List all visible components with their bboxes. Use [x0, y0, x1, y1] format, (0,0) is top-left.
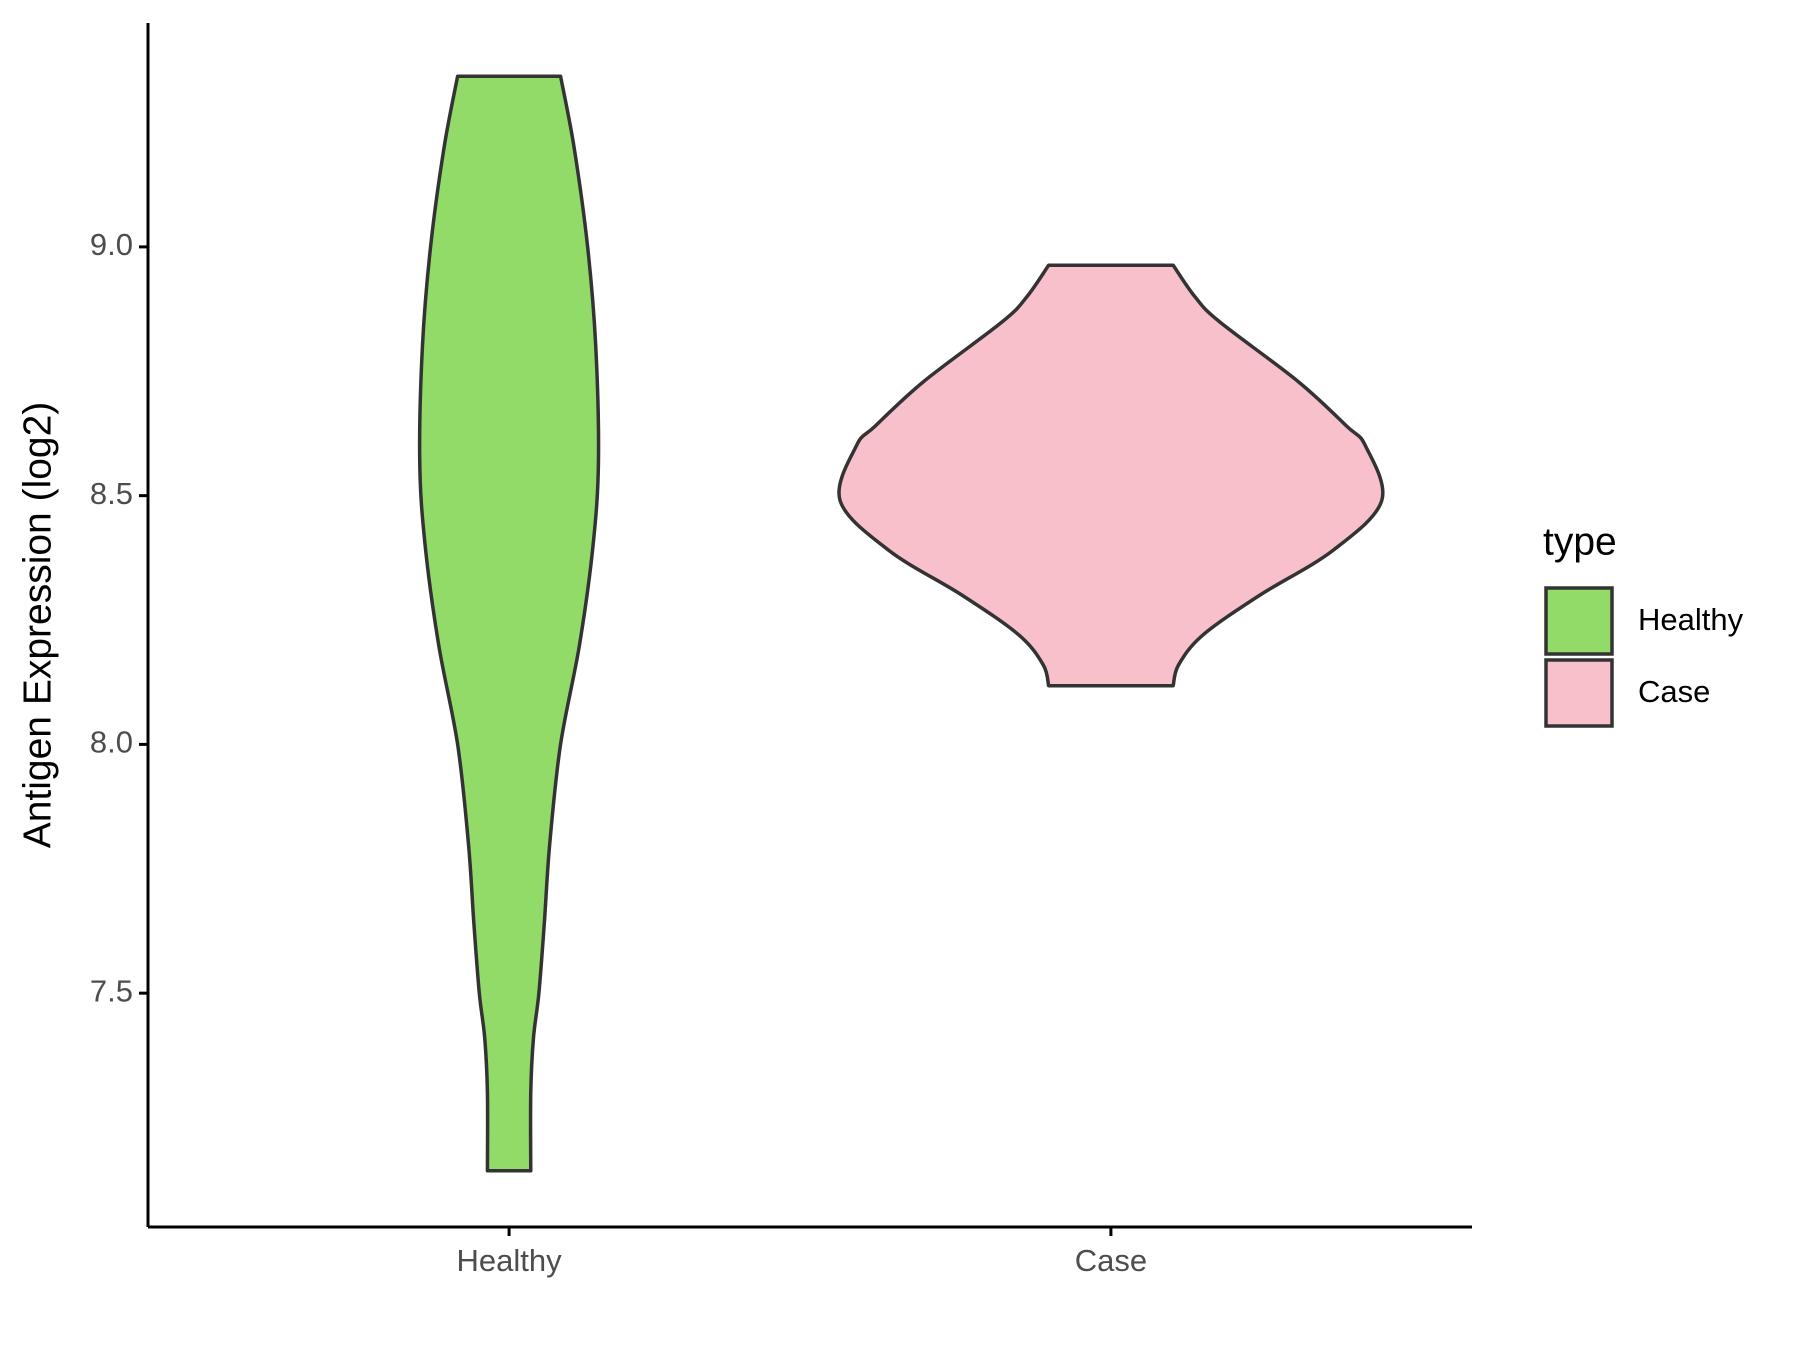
x-tick-label: Case — [1075, 1243, 1147, 1278]
legend-key — [1544, 586, 1614, 656]
y-tick-label: 8.0 — [90, 725, 133, 760]
legend-key — [1544, 658, 1614, 728]
x-tick-label: Healthy — [457, 1243, 563, 1278]
y-tick-label: 7.5 — [90, 973, 133, 1008]
y-tick-label: 9.0 — [90, 227, 133, 262]
y-tick-label: 8.5 — [90, 476, 133, 511]
legend-label: Healthy — [1638, 602, 1744, 637]
y-axis-title: Antigen Expression (log2) — [16, 402, 59, 849]
legend-label: Case — [1638, 674, 1710, 709]
legend-title: type — [1543, 520, 1617, 563]
violin — [837, 263, 1385, 688]
violin — [417, 74, 601, 1173]
